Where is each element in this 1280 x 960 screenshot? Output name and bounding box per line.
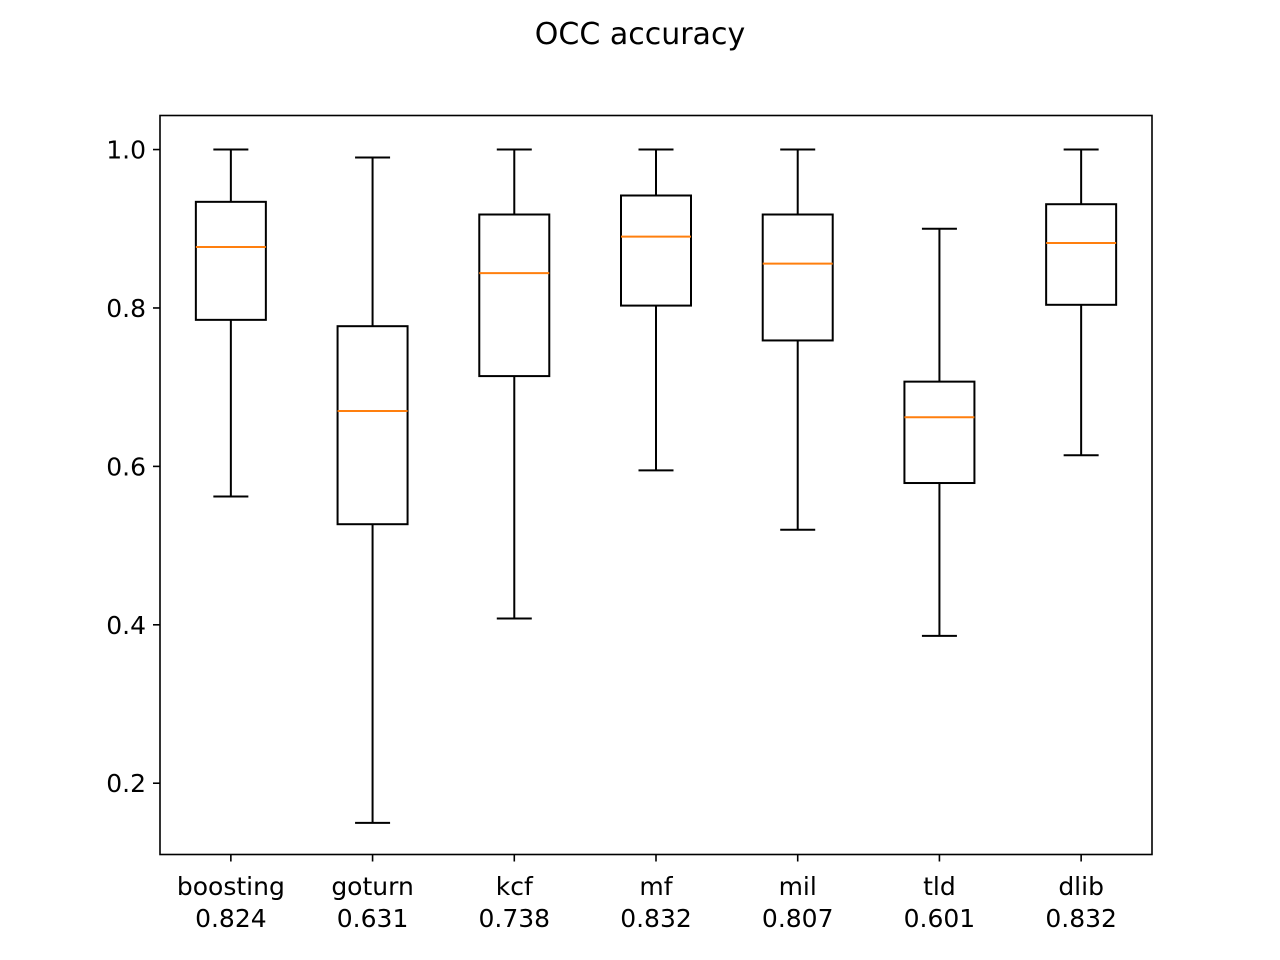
box-iqr xyxy=(903,380,976,485)
x-tick-label-name: tld xyxy=(923,872,956,901)
x-tick-label-name: mf xyxy=(639,872,673,901)
y-tick-label: 0.8 xyxy=(106,294,146,323)
x-tick-label-score: 0.631 xyxy=(337,904,409,933)
chart-title: OCC accuracy xyxy=(535,17,745,52)
x-tick-label-score: 0.832 xyxy=(1045,904,1117,933)
x-tick-label-name: mil xyxy=(779,872,817,901)
axes-frame xyxy=(159,114,1153,856)
box-iqr xyxy=(336,325,409,526)
box-iqr xyxy=(761,213,834,342)
box-iqr xyxy=(1045,203,1118,306)
x-tick-label-score: 0.601 xyxy=(904,904,976,933)
box-iqr xyxy=(478,213,551,378)
plot-area: 0.2 0.4 0.6 0.8 1.0 boosting 0.824 goturn 0.631 k… xyxy=(106,136,1118,933)
box-iqr xyxy=(194,200,267,321)
x-tick-label-score: 0.807 xyxy=(762,904,834,933)
x-tick-label-score: 0.832 xyxy=(620,904,692,933)
x-tick-label-name: kcf xyxy=(496,872,534,901)
box-iqr xyxy=(620,194,692,307)
y-tick-label: 0.6 xyxy=(106,452,146,481)
x-tick-label-score: 0.738 xyxy=(478,904,550,933)
y-tick-label: 1.0 xyxy=(106,136,146,165)
y-tick-label: 0.2 xyxy=(106,769,146,798)
y-tick-label: 0.4 xyxy=(106,611,146,640)
x-tick-label-name: dlib xyxy=(1058,872,1104,901)
x-tick-label-score: 0.824 xyxy=(195,904,267,933)
x-tick-label-name: goturn xyxy=(331,872,414,901)
x-tick-label-name: boosting xyxy=(177,872,285,901)
